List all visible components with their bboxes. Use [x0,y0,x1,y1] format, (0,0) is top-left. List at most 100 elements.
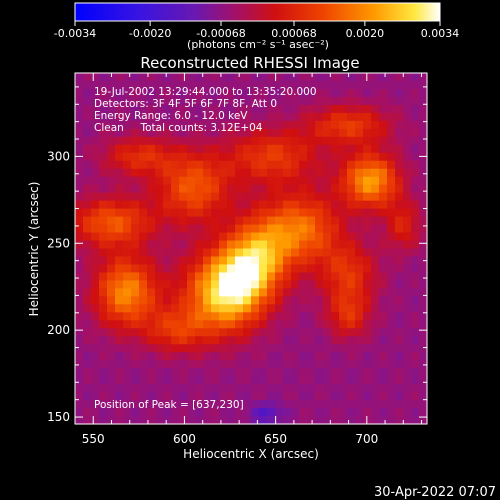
heatmap-cell [187,384,196,393]
heatmap-cell [363,104,372,114]
heatmap-cell [291,304,300,313]
heatmap-cell [235,312,244,321]
heatmap-cell [323,376,332,385]
heatmap-cell [131,184,140,194]
heatmap-cell [283,192,292,202]
heatmap-cell [251,160,260,170]
heatmap-cell [107,136,116,146]
heatmap-cell [163,104,172,114]
heatmap-cell [259,320,268,329]
heatmap-cell [307,160,316,170]
heatmap-cell [355,328,364,337]
heatmap-cell [99,200,108,210]
heatmap-cell [227,320,236,329]
heatmap-cell [363,272,372,282]
heatmap-cell [275,272,284,282]
heatmap-cell [419,80,428,90]
heatmap-cell [195,104,204,114]
heatmap-cell [179,368,188,377]
heatmap-cell [315,96,324,106]
heatmap-cell [379,336,388,345]
heatmap-cell [171,360,180,369]
heatmap-cell [243,280,252,289]
heatmap-cell [139,144,148,154]
heatmap-cell [251,88,260,98]
heatmap-cell [123,376,132,385]
heatmap-cell [147,88,156,98]
heatmap-cell [259,128,268,138]
heatmap-cell [99,312,108,321]
heatmap-cell [251,224,260,234]
heatmap-cell [195,328,204,337]
heatmap-cell [283,216,292,226]
heatmap-cell [115,280,124,289]
heatmap-cell [387,120,396,130]
heatmap-cell [307,224,316,234]
heatmap-cell [299,336,308,345]
heatmap-cell [75,408,84,417]
heatmap-cell [395,144,404,154]
heatmap-cell [187,232,196,242]
heatmap-cell [219,96,228,106]
heatmap-cell [99,88,108,98]
heatmap-cell [75,104,84,114]
heatmap-cell [419,192,428,202]
heatmap-cell [235,400,244,409]
heatmap-cell [299,240,308,250]
heatmap-cell [307,248,316,258]
heatmap-cell [115,416,124,425]
heatmap-cell [331,184,340,194]
heatmap-cell [315,120,324,130]
heatmap-cell [355,296,364,305]
heatmap-cell [107,152,116,162]
heatmap-cell [91,352,100,361]
heatmap-cell [203,144,212,154]
heatmap-cell [91,280,100,289]
heatmap-cell [219,80,228,90]
heatmap-cell [387,392,396,401]
heatmap-cell [139,272,148,282]
heatmap-cell [107,88,116,98]
heatmap-cell [99,256,108,266]
heatmap-cell [211,88,220,98]
heatmap-cell [139,384,148,393]
heatmap-cell [171,104,180,114]
heatmap-cell [411,176,420,186]
heatmap-cell [379,112,388,122]
heatmap-cell [139,392,148,401]
heatmap-cell [387,296,396,305]
heatmap-cell [75,312,84,321]
heatmap-cell [411,336,420,345]
heatmap-cell [275,400,284,409]
heatmap-cell [347,312,356,321]
heatmap-cell [171,160,180,170]
heatmap-cell [171,176,180,186]
heatmap-cell [419,240,428,250]
heatmap-cell [299,344,308,353]
heatmap-cell [139,88,148,98]
heatmap-cell [147,128,156,138]
heatmap-cell [259,88,268,98]
heatmap-cell [243,184,252,194]
heatmap-cell [379,224,388,234]
heatmap-cell [115,360,124,369]
heatmap-cell [163,400,172,409]
heatmap-cell [147,104,156,114]
heatmap-cell [107,384,116,393]
heatmap-cell [307,184,316,194]
heatmap-cell [99,304,108,313]
heatmap-cell [419,136,428,146]
heatmap-cell [323,256,332,266]
heatmap-cell [131,376,140,385]
heatmap-cell [83,344,92,353]
heatmap-cell [99,288,108,297]
heatmap-cell [259,280,268,289]
heatmap-cell [75,336,84,345]
heatmap-cell [155,240,164,250]
heatmap-cell [99,368,108,377]
heatmap-cell [171,376,180,385]
heatmap-cell [275,88,284,98]
heatmap-cell [187,416,196,425]
heatmap-cell [131,120,140,130]
heatmap-cell [347,296,356,305]
